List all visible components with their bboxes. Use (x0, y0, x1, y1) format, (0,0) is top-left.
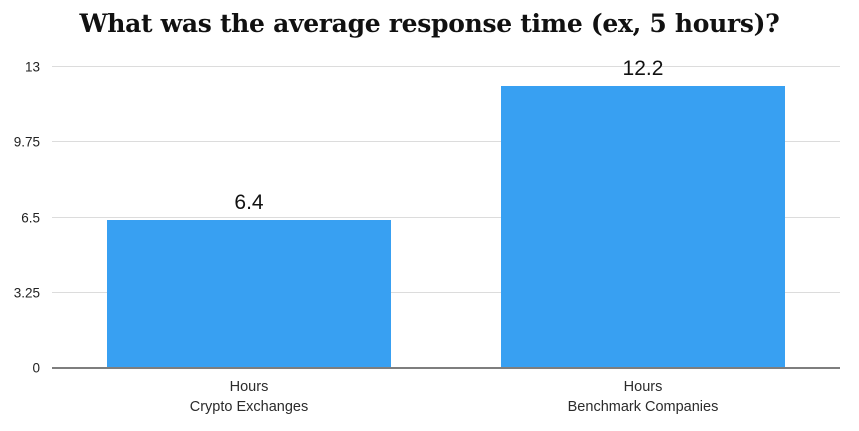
bar (107, 219, 391, 368)
y-tick-label: 13 (24, 59, 40, 75)
y-axis: 0 3.25 6.5 9.75 13 (0, 60, 46, 376)
y-tick-label: 6.5 (21, 210, 40, 225)
gridline (52, 66, 840, 67)
x-category-label: Hours Benchmark Companies (567, 379, 719, 415)
gridline (52, 291, 840, 293)
bar-value-label: 6.4 (234, 190, 264, 214)
gridline (52, 141, 840, 143)
x-category-label: Hours Crypto Exchanges (189, 379, 309, 415)
gridline (52, 216, 840, 218)
chart-title: What was the average response time (ex, … (79, 9, 780, 38)
plot-area: 6.4 12.2 (52, 57, 840, 369)
y-tick-label: 9.75 (13, 134, 40, 150)
x-axis-line (52, 367, 840, 369)
y-tick-label: 0 (32, 360, 40, 376)
x-axis: Hours Crypto Exchanges Hours Benchmark Co… (52, 377, 840, 425)
bar-value-label: 12.2 (622, 56, 664, 80)
y-tick-label: 3.25 (13, 285, 40, 301)
bar (501, 85, 785, 368)
